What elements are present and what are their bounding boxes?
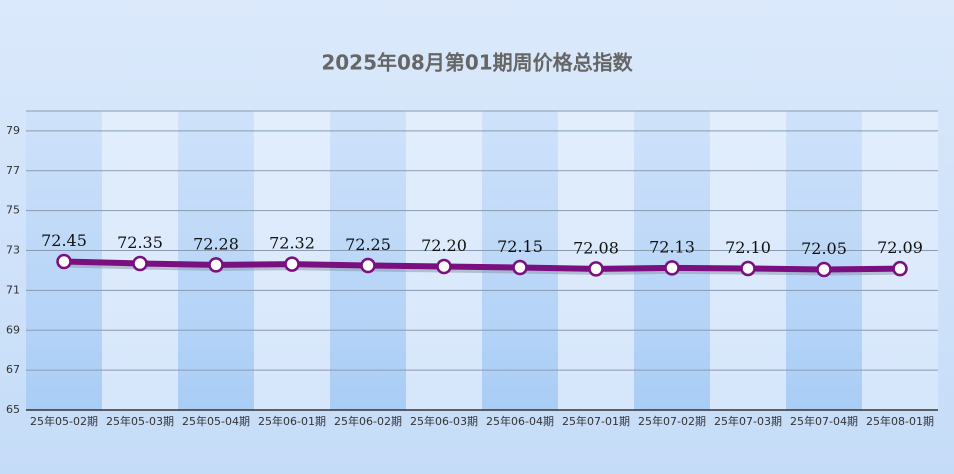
line bbox=[63, 258, 901, 273]
x-tick-label: 25年06-02期 bbox=[334, 414, 402, 428]
value-label: 72.28 bbox=[193, 234, 239, 253]
x-tick-label: 25年08-01期 bbox=[866, 414, 934, 428]
x-tick-label: 25年05-03期 bbox=[106, 414, 174, 428]
value-label: 72.32 bbox=[269, 234, 315, 253]
y-tick-label: 73 bbox=[6, 244, 20, 257]
marker bbox=[816, 261, 832, 278]
y-tick-label: 71 bbox=[6, 283, 20, 296]
y-tick-label: 79 bbox=[6, 124, 20, 137]
value-label: 72.35 bbox=[117, 233, 163, 252]
x-tick-label: 25年05-04期 bbox=[182, 414, 250, 428]
x-tick-label: 25年07-02期 bbox=[638, 414, 706, 428]
y-tick-label: 69 bbox=[6, 323, 20, 336]
value-label: 72.20 bbox=[421, 236, 467, 255]
column-band bbox=[862, 111, 938, 410]
x-tick-label: 25年05-02期 bbox=[30, 414, 98, 428]
chart-title: 2025年08月第01期周价格总指数 bbox=[321, 51, 633, 75]
x-tick-label: 25年06-03期 bbox=[410, 414, 478, 428]
marker bbox=[132, 255, 148, 272]
value-label: 72.45 bbox=[41, 231, 87, 250]
marker bbox=[588, 261, 604, 277]
marker bbox=[892, 260, 908, 277]
marker bbox=[664, 260, 680, 276]
y-tick-label: 67 bbox=[6, 363, 20, 376]
value-label: 72.13 bbox=[649, 237, 695, 256]
value-label: 72.05 bbox=[801, 239, 847, 258]
value-label: 72.08 bbox=[573, 238, 619, 257]
marker bbox=[740, 260, 756, 277]
column-band bbox=[558, 111, 634, 410]
marker bbox=[56, 253, 72, 270]
x-tick-label: 25年07-01期 bbox=[562, 414, 630, 428]
y-tick-label: 77 bbox=[6, 164, 20, 177]
column-band bbox=[710, 111, 786, 410]
marker bbox=[284, 256, 300, 272]
value-label: 72.09 bbox=[877, 238, 923, 257]
y-tick-label: 75 bbox=[6, 204, 20, 217]
y-tick-label: 65 bbox=[6, 403, 20, 416]
marker bbox=[512, 259, 528, 276]
x-tick-label: 25年07-03期 bbox=[714, 414, 782, 428]
value-label: 72.10 bbox=[725, 238, 771, 257]
marker bbox=[360, 257, 376, 274]
column-band bbox=[786, 111, 862, 410]
x-tick-label: 25年07-04期 bbox=[790, 414, 858, 428]
marker bbox=[436, 258, 452, 275]
value-label: 72.15 bbox=[497, 237, 543, 256]
value-label: 72.25 bbox=[345, 235, 391, 254]
x-tick-label: 25年06-04期 bbox=[486, 414, 554, 428]
x-tick-label: 25年06-01期 bbox=[258, 414, 326, 428]
marker bbox=[208, 257, 224, 273]
